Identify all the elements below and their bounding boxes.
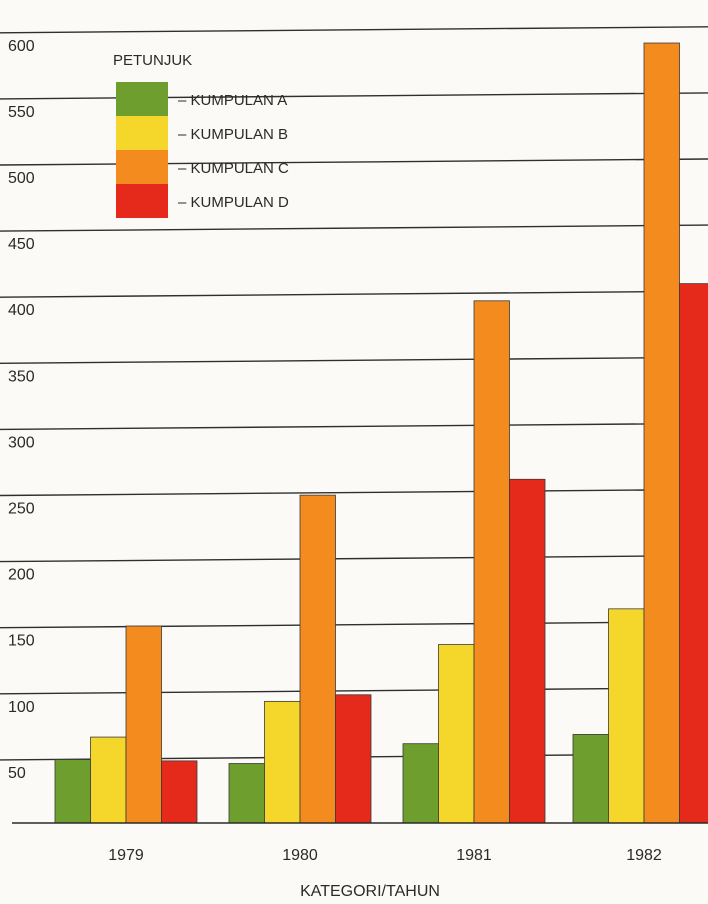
bar — [54, 759, 91, 824]
legend-label: – KUMPULAN A — [178, 92, 287, 109]
bar — [161, 760, 198, 824]
gridline — [0, 554, 708, 563]
bar — [572, 734, 609, 824]
bar — [299, 494, 336, 824]
x-tick-label: 1982 — [626, 847, 662, 864]
legend-label: – KUMPULAN B — [178, 126, 288, 143]
x-tick-label: 1981 — [456, 847, 492, 864]
gridline — [0, 92, 708, 100]
legend-title: PETUNJUK — [113, 52, 192, 69]
bar — [228, 763, 265, 824]
y-tick-label: 450 — [8, 236, 35, 253]
bar — [264, 700, 301, 824]
x-axis-title: KATEGORI/TAHUN — [300, 883, 440, 900]
y-tick-labels: 50 100 150 200 250 300 350 400 450 500 550 600 — [8, 38, 35, 782]
legend-swatch — [116, 184, 168, 218]
bars — [54, 42, 708, 824]
gridline — [0, 290, 708, 298]
bar — [90, 736, 127, 824]
bar — [608, 608, 645, 824]
bar — [473, 300, 510, 824]
bar — [402, 743, 439, 824]
legend-label: – KUMPULAN C — [178, 160, 289, 177]
y-tick-label: 100 — [8, 699, 35, 716]
bar — [438, 644, 475, 824]
y-tick-label: 350 — [8, 368, 35, 385]
bar — [679, 283, 708, 824]
y-tick-label: 200 — [8, 567, 35, 584]
gridline — [0, 621, 708, 629]
bar — [125, 625, 162, 824]
y-tick-label: 500 — [8, 170, 35, 187]
gridline — [0, 356, 708, 364]
gridline — [0, 687, 708, 695]
x-tick-label: 1980 — [282, 847, 318, 864]
legend: PETUNJUK – KUMPULAN A – KUMPULAN B – KUMPU… — [113, 52, 289, 218]
gridline — [0, 422, 708, 431]
gridline — [0, 224, 708, 232]
gridline — [0, 158, 708, 166]
gridlines — [0, 26, 708, 761]
y-tick-label: 300 — [8, 434, 35, 451]
bar — [509, 478, 546, 824]
legend-label: – KUMPULAN D — [178, 194, 289, 211]
y-tick-label: 550 — [8, 104, 35, 121]
y-tick-label: 50 — [8, 765, 26, 782]
legend-swatch — [116, 116, 168, 150]
gridline — [0, 26, 708, 34]
y-tick-label: 400 — [8, 302, 35, 319]
y-tick-label: 150 — [8, 633, 35, 650]
gridline — [0, 488, 708, 497]
legend-swatch — [116, 82, 168, 116]
x-tick-labels: 1979 1980 1981 1982 — [108, 847, 662, 864]
legend-swatch — [116, 150, 168, 184]
y-tick-label: 250 — [8, 501, 35, 518]
bar — [335, 694, 372, 824]
x-tick-label: 1979 — [108, 847, 144, 864]
y-tick-label: 600 — [8, 38, 35, 55]
bar — [643, 42, 680, 824]
